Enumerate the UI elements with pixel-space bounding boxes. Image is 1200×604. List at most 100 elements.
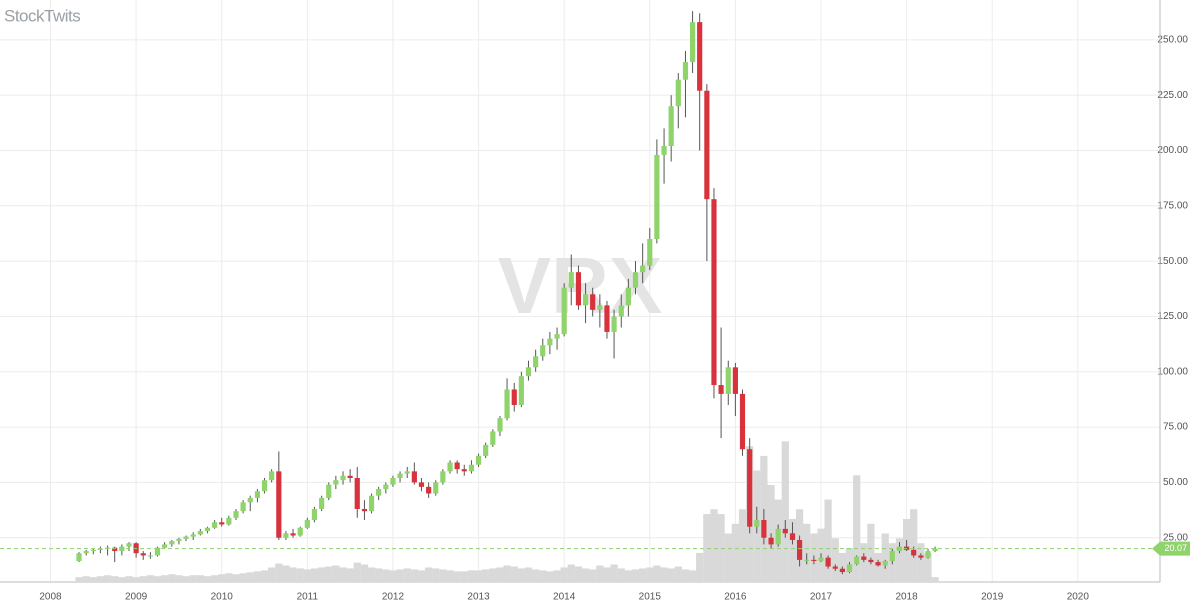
volume-bar [567, 564, 575, 582]
volume-bar [103, 575, 112, 582]
volume-bar [624, 570, 632, 582]
volume-bar [439, 569, 447, 582]
volume-bar [389, 570, 397, 582]
candle-body [283, 533, 289, 538]
volume-bar [239, 573, 247, 582]
logo: StockTwits [4, 6, 80, 25]
volume-bar [681, 569, 690, 582]
volume-bar [581, 568, 590, 582]
candle-body [704, 90, 710, 200]
candle-body [126, 543, 132, 547]
volume-bar [867, 523, 875, 582]
candle-body [768, 537, 774, 545]
volume-bar [339, 567, 347, 582]
candle-body [368, 495, 375, 512]
candle-body [668, 106, 674, 147]
candle-body [511, 389, 517, 405]
candle-body [447, 462, 453, 472]
candle-body [789, 533, 796, 540]
candle-body [697, 22, 703, 91]
candle-body [212, 522, 218, 528]
candle-body [90, 549, 96, 552]
volume-bar [403, 568, 411, 582]
candle-body [590, 294, 596, 310]
candle-body [240, 502, 246, 512]
candle-body [326, 484, 332, 498]
candle-body [804, 559, 810, 561]
volume-bar [924, 552, 932, 582]
candle-body [568, 272, 574, 288]
volume-bar [432, 568, 440, 582]
x-tick-label: 2008 [39, 592, 62, 603]
x-tick-label: 2010 [211, 592, 234, 603]
volume-bar [446, 570, 454, 582]
candle-body [625, 287, 631, 306]
volume-bar [346, 568, 354, 582]
volume-bar [731, 523, 740, 582]
volume-bar [824, 499, 832, 582]
volume-bar [724, 533, 732, 582]
candle-body [632, 272, 639, 288]
candle-body [347, 475, 353, 478]
candle-body [854, 556, 860, 565]
candle-body [497, 418, 503, 432]
candle-body [290, 533, 296, 536]
candle-body [689, 22, 696, 62]
candle-body [83, 551, 89, 554]
volume-bar [146, 575, 155, 582]
candle-body [782, 528, 788, 534]
volume-bar [168, 574, 176, 582]
x-tick-label: 2009 [125, 592, 148, 603]
candle-body [518, 376, 524, 405]
volume-bar [375, 568, 383, 582]
volume-bar [781, 441, 789, 582]
volume-bar [646, 567, 654, 582]
volume-bar [246, 572, 254, 582]
candle-body [832, 566, 838, 569]
y-tick-label: 175.00 [1157, 200, 1188, 211]
candle-body [882, 560, 888, 566]
candle-body [340, 475, 346, 481]
candle-body [383, 484, 389, 490]
candle-body [582, 294, 589, 306]
candle-body [554, 334, 560, 339]
volume-bar [75, 577, 83, 582]
volume-bar [396, 569, 404, 582]
volume-bar [917, 543, 925, 582]
volume-bar [453, 571, 461, 582]
volume-bar [560, 567, 568, 582]
volume-bar [674, 566, 682, 582]
volume-bar [232, 574, 240, 582]
y-tick-label: 200.00 [1157, 145, 1188, 156]
candle-body [918, 555, 924, 558]
y-tick-label: 250.00 [1157, 34, 1188, 45]
candle-body [611, 316, 617, 332]
candle-body [97, 548, 104, 550]
candle-body [440, 471, 446, 483]
volume-bar [410, 569, 418, 582]
volume-bar [617, 568, 625, 582]
volume-bar [874, 552, 882, 582]
candle-body [404, 471, 410, 474]
volume-bar [318, 567, 326, 582]
y-tick-label: 25.00 [1163, 532, 1188, 543]
y-tick-label: 150.00 [1157, 256, 1188, 267]
candle-body [640, 265, 646, 273]
candle-body [575, 272, 582, 306]
candle-body [818, 557, 824, 561]
candle-body [147, 555, 154, 557]
volume-bar [653, 565, 661, 582]
volume-bar [260, 570, 269, 582]
volume-bar [931, 577, 939, 582]
candle-body [561, 287, 567, 335]
x-tick-label: 2011 [297, 592, 319, 603]
candle-body [204, 527, 211, 532]
candle-body [811, 559, 817, 561]
volume-bar [703, 514, 711, 582]
candle-body [839, 568, 845, 573]
volume-bar [489, 568, 497, 582]
volume-bar [482, 569, 490, 582]
candle-body [846, 564, 853, 573]
last-price-tag [1152, 541, 1190, 556]
candle-body [618, 305, 624, 317]
